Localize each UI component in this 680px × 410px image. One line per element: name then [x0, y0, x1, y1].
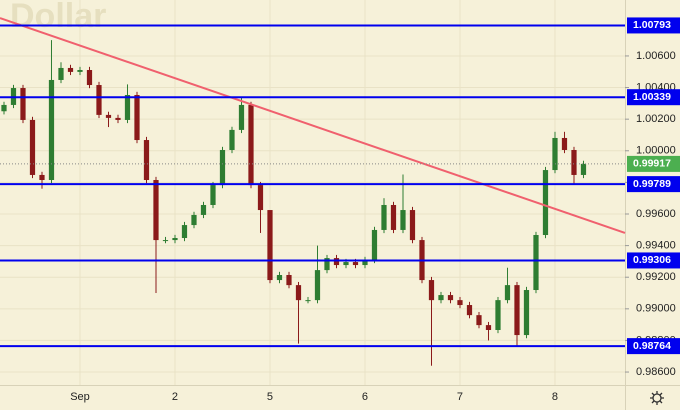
- x-tick-label: 5: [267, 391, 273, 403]
- candle-body: [333, 258, 340, 266]
- candle-body: [352, 262, 359, 266]
- current-price-label: 0.99917: [633, 158, 671, 170]
- candle-body: [485, 325, 492, 330]
- candle-body: [124, 94, 131, 120]
- level-tag: [627, 89, 680, 106]
- candle-body: [305, 300, 311, 302]
- y-tick-label: 0.99400: [636, 240, 676, 252]
- candle-body: [438, 295, 444, 301]
- candle-body: [86, 70, 93, 86]
- x-tick-label: 6: [362, 391, 368, 403]
- level-tag: [627, 17, 680, 34]
- level-tag: [627, 338, 680, 355]
- level-label: 0.98764: [633, 340, 671, 352]
- candle-body: [523, 290, 530, 336]
- candle-body: [48, 79, 55, 181]
- x-tick-label: Sep: [70, 391, 90, 403]
- candle-body: [324, 258, 330, 271]
- level-label: 0.99789: [633, 178, 671, 190]
- candle-body: [39, 174, 45, 181]
- x-tick-label: 2: [172, 391, 178, 403]
- candle-body: [314, 270, 321, 301]
- candle-body: [267, 210, 273, 281]
- candle-body: [428, 280, 435, 301]
- candle-body: [200, 204, 207, 215]
- candle-body: [447, 295, 454, 301]
- candle-body: [409, 210, 416, 241]
- y-tick-label: 1.00600: [636, 50, 676, 62]
- candle-body: [77, 70, 83, 72]
- plot-area: [0, 0, 626, 385]
- candle-body: [514, 285, 520, 336]
- candle-body: [229, 129, 235, 150]
- candle-body: [466, 305, 473, 316]
- level-tag: [627, 176, 680, 193]
- candle-body: [58, 67, 64, 80]
- level-label: 1.00793: [633, 19, 671, 31]
- candle-body: [552, 137, 558, 171]
- y-tick-label: 0.99200: [636, 271, 676, 283]
- y-tick-label: 1.00200: [636, 113, 676, 125]
- candle-body: [1, 104, 7, 112]
- candle-body: [286, 275, 292, 286]
- candle-body: [504, 285, 511, 301]
- candle-body: [96, 85, 102, 115]
- candle-body: [276, 275, 283, 281]
- x-tick-label: 8: [552, 391, 558, 403]
- candle-body: [210, 185, 216, 205]
- candle-body: [134, 94, 140, 141]
- current-price-tag: [627, 155, 680, 172]
- watermark-title: Dollar: [10, 0, 106, 35]
- level-label: 0.99306: [633, 254, 671, 266]
- level-label: 1.00339: [633, 91, 671, 103]
- candle-body: [457, 300, 463, 306]
- candle-body: [191, 214, 197, 226]
- candle-body: [495, 300, 501, 330]
- candle-body: [390, 204, 397, 230]
- level-tag: [627, 252, 680, 269]
- candle-body: [181, 225, 188, 239]
- candle-body: [219, 149, 226, 186]
- y-tick-label: 0.98600: [636, 366, 676, 378]
- candle-body: [476, 315, 482, 326]
- candle-body: [343, 262, 349, 266]
- candle-body: [238, 104, 245, 130]
- candle-body: [67, 67, 74, 72]
- candle-body: [162, 240, 169, 242]
- candle-body: [362, 259, 368, 266]
- candle-body: [172, 238, 178, 241]
- candle-body: [153, 180, 159, 241]
- candle-body: [400, 210, 406, 230]
- candle-body: [248, 104, 254, 186]
- candle-body: [115, 117, 121, 120]
- candle-body: [571, 149, 577, 175]
- candle-body: [105, 114, 112, 118]
- candle-body: [257, 185, 264, 211]
- x-tick-label: 7: [457, 391, 463, 403]
- candle-body: [533, 235, 539, 291]
- y-tick-label: 0.99000: [636, 303, 676, 315]
- candle-body: [143, 140, 150, 181]
- candle-body: [542, 170, 549, 236]
- trend-line: [0, 17, 626, 234]
- candle-body: [371, 229, 378, 260]
- candle-body: [580, 163, 587, 175]
- candle-body: [561, 137, 568, 150]
- candle-body: [20, 88, 26, 120]
- y-tick-label: 0.99600: [636, 208, 676, 220]
- candle-body: [295, 285, 302, 301]
- y-tick-label: 1.00000: [636, 145, 676, 157]
- settings-icon[interactable]: [650, 391, 664, 405]
- candle-body: [381, 204, 387, 230]
- candle-body: [29, 119, 36, 175]
